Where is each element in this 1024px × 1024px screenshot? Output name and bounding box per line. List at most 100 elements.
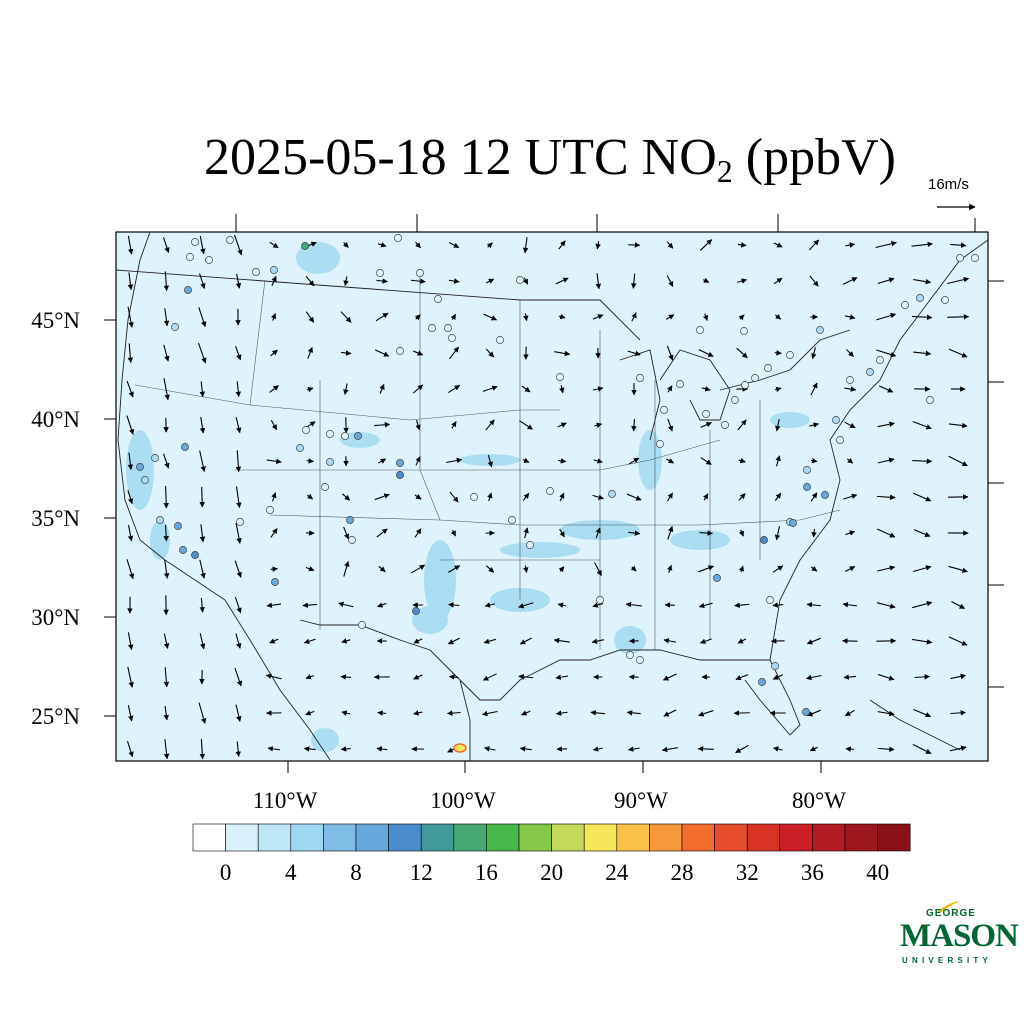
station-marker [764, 364, 772, 372]
wind-vector-arrow [163, 524, 169, 542]
wind-vector-arrow [271, 312, 277, 321]
station-marker [731, 396, 739, 404]
wind-vector-arrow [198, 702, 207, 724]
station-marker [326, 458, 334, 466]
wind-vector-arrow [414, 494, 422, 500]
wind-vector-arrow [775, 455, 781, 467]
wind-vector-arrow [305, 710, 315, 716]
colorbar-swatch [746, 823, 781, 852]
wind-vector-arrow [808, 239, 820, 251]
wind-vector-arrow [628, 457, 640, 465]
wind-vector-arrow [267, 746, 281, 752]
station-marker [348, 536, 356, 544]
wind-vector-arrow [845, 746, 855, 752]
axis-ticks [104, 214, 1004, 773]
map-frame [115, 231, 989, 762]
wind-vector-arrow [307, 493, 314, 500]
wind-vector-arrow [523, 527, 529, 539]
wind-vector-arrow [698, 710, 714, 717]
wind-vector-arrow [667, 418, 674, 432]
wind-vector-arrow [877, 710, 895, 717]
wind-vector-arrow [343, 417, 349, 434]
wind-vector-arrow [842, 277, 858, 285]
wind-vector-arrow [270, 528, 278, 538]
wind-vector-arrow [773, 242, 783, 248]
wind-vector-arrow [877, 673, 895, 681]
wind-vector-arrow [269, 241, 279, 249]
wind-vector-arrow [557, 422, 567, 428]
wind-vector-arrow [810, 457, 818, 464]
wind-vector-arrow [448, 385, 461, 393]
wind-vector-arrow [484, 602, 495, 608]
colorbar-label: 24 [605, 860, 629, 885]
wind-vector-arrow [809, 746, 818, 752]
station-marker [271, 578, 279, 586]
station-marker [226, 236, 234, 244]
wind-vector-arrow [341, 710, 351, 716]
wind-vector-arrow [199, 633, 206, 650]
wind-vector-arrow [665, 314, 675, 320]
wind-vector-arrow [343, 276, 349, 287]
wind-vector-arrow [414, 528, 422, 538]
wind-vector-arrow [700, 457, 712, 465]
wind-vector-arrow [305, 566, 315, 572]
wind-vector-arrow [774, 492, 782, 502]
wind-vector-arrow [631, 273, 637, 289]
wind-vector-arrow [127, 525, 134, 542]
station-marker [346, 516, 354, 524]
colorbar-swatch [616, 823, 650, 852]
wind-vector-arrow [413, 638, 423, 644]
colorbar-swatch [355, 823, 389, 852]
wind-vector-arrow [127, 306, 134, 328]
wind-vector-arrow [234, 560, 242, 578]
wind-vector-arrow [811, 528, 817, 538]
colorbar-swatch [551, 823, 585, 852]
station-marker [341, 432, 349, 440]
wind-vector-arrow [162, 237, 170, 254]
wind-vector-arrow [948, 565, 968, 573]
colorbar-label: 12 [410, 860, 433, 885]
station-marker [428, 324, 436, 332]
wind-vector-arrow [811, 347, 817, 360]
colorbar-swatch [583, 823, 618, 852]
wind-vector-arrow [845, 530, 856, 536]
station-marker [766, 596, 774, 604]
station-marker [252, 268, 260, 276]
colorbar-swatch [388, 823, 422, 852]
wind-vector-arrow [270, 349, 278, 357]
wind-vector-arrow [163, 486, 169, 509]
wind-vector-arrow [410, 278, 426, 284]
wind-vector-arrow [846, 349, 854, 357]
station-marker [636, 374, 644, 382]
wind-vector-arrow [163, 308, 170, 327]
wind-vector-arrow [342, 241, 349, 248]
station-marker [205, 256, 213, 264]
wind-vector-field [126, 234, 970, 760]
wind-vector-arrow [378, 565, 386, 573]
wind-vector-arrow [271, 492, 277, 502]
lat-label-30: 30°N [31, 605, 80, 630]
wind-vector-arrow [555, 710, 568, 716]
wind-vector-arrow [947, 276, 970, 285]
wind-vector-arrow [303, 638, 316, 644]
wind-vector-arrow [810, 382, 818, 396]
station-marker [832, 416, 840, 424]
colorbar-label: 28 [671, 860, 694, 885]
wind-vector-arrow [199, 486, 205, 508]
colorbar-swatch [225, 823, 259, 852]
wind-vector-arrow [198, 307, 207, 328]
colorbar-label: 32 [736, 860, 759, 885]
station-marker [636, 656, 644, 664]
wind-vector-arrow [305, 674, 315, 680]
wind-vector-arrow [737, 638, 747, 644]
wind-vector-arrow [450, 313, 457, 320]
wind-vector-arrow [699, 638, 712, 644]
wind-vector-arrow [950, 710, 967, 716]
wind-vector-arrow [666, 458, 675, 464]
wind-vector-arrow [483, 638, 496, 644]
wind-vector-arrow [305, 311, 315, 323]
wind-vector-arrow [485, 419, 495, 431]
wind-vector-arrow [738, 493, 746, 501]
wind-vector-arrow [666, 275, 674, 287]
wind-vector-arrow [519, 746, 532, 752]
